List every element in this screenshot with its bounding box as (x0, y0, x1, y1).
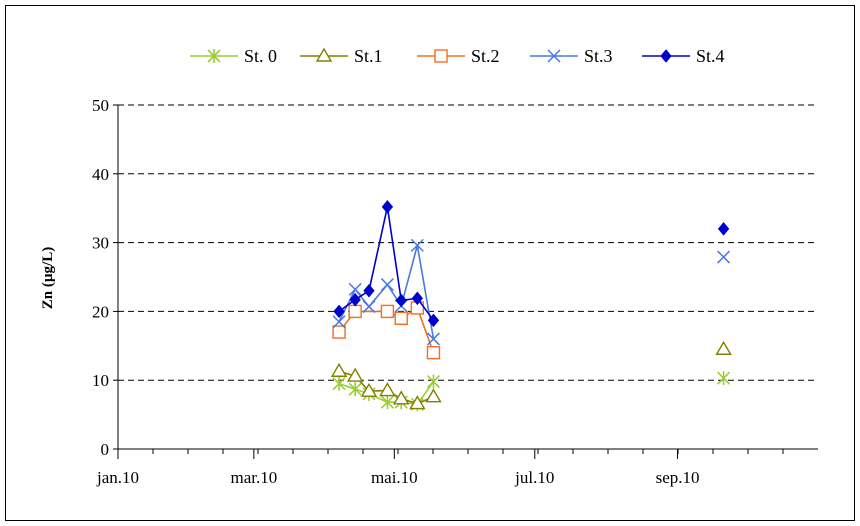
data-point (393, 390, 410, 405)
legend-entry: St.2 (417, 46, 500, 66)
x-tick-label: mai.10 (371, 468, 418, 487)
data-point (411, 291, 423, 306)
data-point (394, 311, 408, 325)
data-point (425, 388, 442, 403)
x-tick-label: mar.10 (230, 468, 277, 487)
data-point (349, 292, 361, 307)
data-point (362, 300, 376, 314)
legend-entry: St. 0 (190, 46, 277, 66)
gridlines (118, 104, 818, 381)
data-point (360, 382, 378, 397)
legend-label: St.3 (584, 46, 613, 66)
legend-marker (660, 49, 672, 63)
data-point (363, 283, 375, 298)
data-point (381, 200, 394, 214)
y-tick-label: 20 (92, 302, 109, 321)
data-point (717, 250, 731, 264)
x-tick-label: jan.10 (96, 468, 139, 487)
x-tick-label: sep.10 (656, 468, 700, 487)
legend-label: St.4 (696, 46, 725, 66)
y-tick-label: 50 (92, 96, 109, 115)
legend-marker (547, 49, 561, 63)
data-point (348, 282, 362, 296)
series (330, 200, 732, 412)
legend-entry: St.4 (642, 46, 725, 66)
data-point (380, 304, 395, 319)
data-point (330, 362, 348, 377)
data-point (395, 293, 407, 308)
legend: St. 0 St.1 St.2 St.3 St.4 (190, 46, 725, 66)
data-point (332, 315, 346, 329)
data-point (379, 382, 396, 397)
data-point (409, 395, 426, 410)
data-point (380, 395, 394, 410)
series-4 (333, 200, 730, 328)
data-point (717, 371, 731, 386)
y-tick-label: 30 (92, 234, 109, 253)
data-point (348, 304, 362, 319)
axes: 0 10 20 30 40 50 jan.10 mar.10 mai.10 jul.10 sep.1… (92, 96, 818, 487)
data-point (426, 332, 440, 346)
data-point (346, 367, 364, 382)
legend-label: St.2 (471, 46, 500, 66)
legend-marker (434, 49, 448, 63)
x-tick-label: jul.10 (514, 468, 554, 487)
legend-entry: St.3 (530, 46, 613, 66)
data-point (348, 382, 362, 397)
data-point (426, 345, 441, 360)
legend-marker (207, 49, 221, 63)
data-point (410, 238, 424, 252)
legend-entry: St.1 (300, 46, 383, 66)
data-point (332, 376, 346, 391)
series-1 (330, 340, 732, 410)
data-point (715, 340, 732, 355)
series-2 (332, 301, 441, 360)
data-point (717, 222, 730, 236)
legend-label: St. 0 (244, 46, 277, 66)
data-point (426, 374, 441, 389)
legend-label: St.1 (354, 46, 383, 66)
data-point (380, 278, 394, 292)
y-tick-label: 10 (92, 371, 109, 390)
chart-frame (5, 5, 855, 521)
data-point (332, 325, 346, 339)
data-point (427, 313, 440, 328)
y-tick-label: 40 (92, 165, 109, 184)
y-axis-label: Zn (µg/L) (40, 247, 56, 309)
series-3 (332, 238, 731, 346)
data-point (333, 304, 345, 319)
legend-marker (315, 47, 333, 62)
y-tick-label: 0 (101, 440, 110, 459)
